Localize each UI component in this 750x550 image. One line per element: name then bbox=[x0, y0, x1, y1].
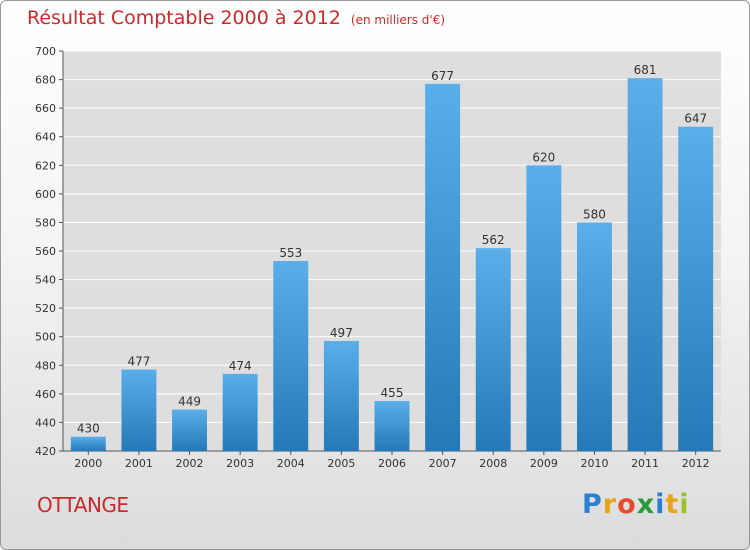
x-tick-label: 2010 bbox=[580, 457, 608, 470]
data-label: 677 bbox=[431, 69, 454, 83]
x-tick-label: 2003 bbox=[226, 457, 254, 470]
y-tick-label: 460 bbox=[35, 388, 56, 401]
bar bbox=[576, 222, 612, 451]
x-tick-label: 2002 bbox=[176, 457, 204, 470]
x-tick-label: 2000 bbox=[74, 457, 102, 470]
chart-title: Résultat Comptable 2000 à 2012 (en millie… bbox=[27, 7, 445, 29]
x-tick-label: 2004 bbox=[277, 457, 305, 470]
data-label: 430 bbox=[77, 422, 100, 436]
y-tick-label: 660 bbox=[35, 102, 56, 115]
y-tick-label: 680 bbox=[35, 74, 56, 87]
data-label: 647 bbox=[684, 112, 707, 126]
chart-title-text: Résultat Comptable 2000 à 2012 bbox=[27, 7, 341, 29]
data-label: 497 bbox=[330, 326, 353, 340]
bar bbox=[678, 126, 714, 451]
bar bbox=[475, 248, 511, 451]
data-label: 477 bbox=[127, 355, 150, 369]
logo-letter: o bbox=[617, 489, 637, 520]
data-label: 620 bbox=[532, 150, 555, 164]
x-tick-label: 2006 bbox=[378, 457, 406, 470]
city-name: OTTANGE bbox=[37, 493, 129, 517]
bar bbox=[425, 83, 461, 451]
bar bbox=[526, 165, 562, 452]
logo-letter: i bbox=[655, 489, 666, 520]
bar bbox=[121, 369, 157, 451]
bar bbox=[273, 261, 309, 451]
chart-subtitle: (en milliers d'€) bbox=[350, 13, 446, 27]
logo-letter: x bbox=[636, 489, 656, 520]
y-tick-label: 480 bbox=[35, 359, 56, 372]
bar bbox=[70, 436, 106, 451]
logo-letter: r bbox=[602, 489, 618, 520]
bar bbox=[172, 409, 208, 451]
x-tick-label: 2007 bbox=[429, 457, 457, 470]
logo-letter: i bbox=[679, 489, 690, 520]
bar bbox=[374, 401, 410, 451]
x-tick-label: 2005 bbox=[327, 457, 355, 470]
y-tick-label: 580 bbox=[35, 216, 56, 229]
y-tick-label: 700 bbox=[35, 45, 56, 58]
data-label: 681 bbox=[634, 63, 657, 77]
data-label: 553 bbox=[279, 246, 302, 260]
y-tick-label: 640 bbox=[35, 131, 56, 144]
x-tick-label: 2009 bbox=[530, 457, 558, 470]
data-label: 455 bbox=[381, 386, 404, 400]
logo-letter: t bbox=[665, 489, 680, 520]
y-tick-label: 620 bbox=[35, 159, 56, 172]
x-tick-label: 2011 bbox=[631, 457, 659, 470]
bar bbox=[222, 373, 258, 451]
y-tick-label: 600 bbox=[35, 188, 56, 201]
x-tick-label: 2008 bbox=[479, 457, 507, 470]
y-tick-label: 520 bbox=[35, 302, 56, 315]
y-tick-label: 560 bbox=[35, 245, 56, 258]
data-label: 449 bbox=[178, 395, 201, 409]
data-label: 562 bbox=[482, 233, 505, 247]
y-tick-label: 500 bbox=[35, 331, 56, 344]
bar bbox=[627, 78, 663, 452]
y-tick-label: 440 bbox=[35, 416, 56, 429]
x-tick-label: 2001 bbox=[125, 457, 153, 470]
data-label: 580 bbox=[583, 207, 606, 221]
x-tick-label: 2012 bbox=[682, 457, 710, 470]
proxiti-logo: Proxiti bbox=[582, 489, 690, 520]
data-label: 474 bbox=[229, 359, 252, 373]
logo-letter: P bbox=[582, 489, 603, 520]
bar bbox=[323, 341, 359, 451]
y-tick-label: 540 bbox=[35, 274, 56, 287]
y-tick-label: 420 bbox=[35, 445, 56, 458]
